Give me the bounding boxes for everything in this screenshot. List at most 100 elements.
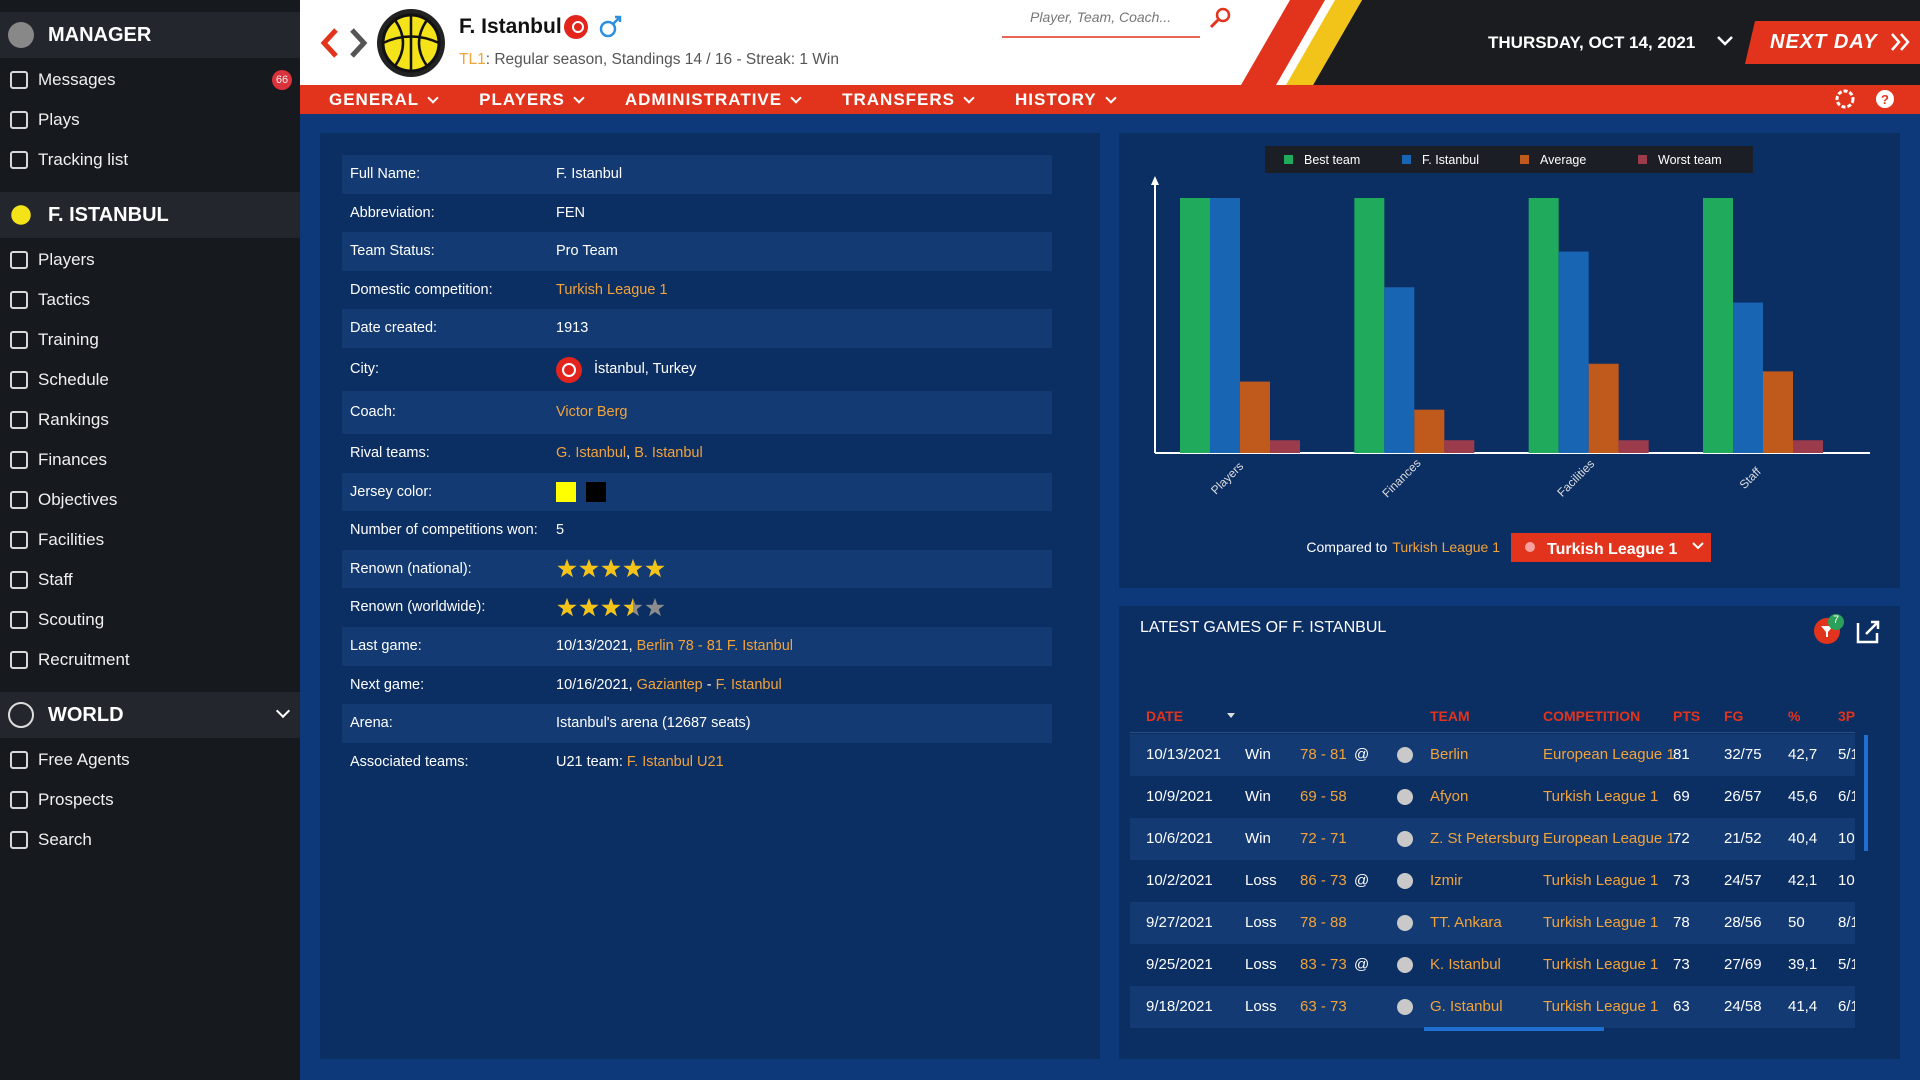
nav-item[interactable]: Staff <box>0 560 300 600</box>
table-row[interactable] <box>1130 902 1855 944</box>
cell-score[interactable]: 83 - 73 <box>1300 956 1347 973</box>
cell-score[interactable]: 86 - 73 <box>1300 872 1347 889</box>
nav-item[interactable]: Tactics <box>0 280 300 320</box>
table-row[interactable] <box>1130 818 1855 860</box>
cell-competition[interactable]: Turkish League 1 <box>1543 872 1659 889</box>
info-label: Renown (worldwide): <box>350 599 486 616</box>
cell-score[interactable]: 63 - 73 <box>1300 998 1347 1015</box>
next-day-bg[interactable] <box>1745 21 1920 64</box>
column-header[interactable]: DATE <box>1146 708 1184 724</box>
filter-badge: 7 <box>1832 614 1840 626</box>
nav-item[interactable]: Finances <box>0 440 300 480</box>
column-header[interactable]: COMPETITION <box>1543 708 1641 724</box>
column-header[interactable]: PTS <box>1673 708 1701 724</box>
star <box>557 559 577 578</box>
cell-score[interactable]: 78 - 81 <box>1300 746 1347 763</box>
cell-score[interactable]: 69 - 58 <box>1300 788 1347 805</box>
filter-badge-bg <box>1828 614 1844 630</box>
nav-label: Facilities <box>38 530 105 549</box>
table-row[interactable] <box>1130 734 1855 776</box>
nav-item[interactable]: Recruitment <box>0 640 300 680</box>
nav-item[interactable]: Messages 66 <box>0 60 300 100</box>
icon <box>10 251 28 269</box>
info-link[interactable]: G. Istanbul <box>556 445 627 461</box>
cell-fg: 26/57 <box>1724 788 1762 805</box>
cell-team[interactable]: Z. St Petersburg <box>1430 830 1540 847</box>
bar <box>1270 440 1300 453</box>
nav-tab[interactable]: PLAYERS <box>479 90 585 110</box>
info-label: Associated teams: <box>350 753 469 770</box>
cell-competition[interactable]: Turkish League 1 <box>1543 914 1659 931</box>
league-code[interactable]: TL1 <box>459 51 486 68</box>
v-scrollbar[interactable] <box>1864 735 1868 851</box>
column-header[interactable]: 3P <box>1838 708 1855 724</box>
nav-item[interactable]: Plays <box>0 100 300 140</box>
cell-date: 10/13/2021 <box>1146 746 1222 763</box>
team-icon <box>1397 873 1413 889</box>
cell-score[interactable]: 72 - 71 <box>1300 830 1347 847</box>
cell-team[interactable]: Berlin <box>1430 746 1469 763</box>
info-value: Istanbul's arena (12687 seats) <box>556 704 751 743</box>
nav-item[interactable]: Schedule <box>0 360 300 400</box>
nav-tab[interactable]: GENERAL <box>329 90 439 110</box>
info-row: Rival teams: G. Istanbul, B. Istanbul <box>342 434 1052 473</box>
next-day[interactable]: NEXT DAY <box>1770 31 1878 53</box>
cell-competition[interactable]: Turkish League 1 <box>1543 788 1659 805</box>
nav-item[interactable]: Objectives <box>0 480 300 520</box>
info-link[interactable]: F. Istanbul <box>715 676 782 693</box>
cell-score[interactable]: 78 - 88 <box>1300 914 1347 931</box>
league-dropdown[interactable] <box>1511 533 1711 562</box>
help-icon[interactable] <box>1876 90 1894 108</box>
cell-team[interactable]: Izmir <box>1430 872 1463 889</box>
cell-pct: 42,1 <box>1788 872 1818 889</box>
external-icon[interactable] <box>1856 620 1880 644</box>
cell-competition[interactable]: Turkish League 1 <box>1543 998 1659 1015</box>
nav-tab[interactable]: ADMINISTRATIVE <box>625 90 802 110</box>
nav-item[interactable]: Scouting <box>0 600 300 640</box>
info-link[interactable]: Turkish League 1 <box>556 281 668 298</box>
cell-team[interactable]: K. Istanbul <box>1430 956 1501 973</box>
section-header[interactable]: WORLD <box>0 692 300 738</box>
column-header[interactable]: TEAM <box>1430 708 1470 724</box>
bar <box>1210 198 1240 453</box>
nav-item[interactable]: Search <box>0 820 300 860</box>
nav-item[interactable]: Rankings <box>0 400 300 440</box>
nav-item[interactable]: Training <box>0 320 300 360</box>
nav-tab[interactable]: TRANSFERS <box>842 90 975 110</box>
search-icon[interactable] <box>1215 7 1231 23</box>
table-row[interactable] <box>1130 986 1855 1028</box>
cell-competition[interactable]: Turkish League 1 <box>1543 956 1659 973</box>
column-header[interactable]: FG <box>1724 708 1744 724</box>
nav-item[interactable]: Prospects <box>0 780 300 820</box>
h-scrollbar[interactable] <box>1424 1027 1604 1031</box>
date-chevron[interactable] <box>1717 36 1733 46</box>
info-link[interactable]: F. Istanbul U21 <box>626 753 724 770</box>
search-input[interactable]: Player, Team, Coach... <box>1030 9 1172 25</box>
info-link[interactable]: Victor Berg <box>556 404 628 420</box>
nav-item[interactable]: Facilities <box>0 520 300 560</box>
info-link[interactable]: Gaziantep <box>636 676 703 693</box>
cell-pts: 73 <box>1673 872 1690 889</box>
info-link[interactable]: B. Istanbul <box>634 445 703 461</box>
cell-competition[interactable]: European League 1 <box>1543 746 1675 763</box>
nav-tab-label: TRANSFERS <box>842 90 956 109</box>
nav-item[interactable]: Free Agents <box>0 740 300 780</box>
info-link[interactable]: Berlin 78 - 81 F. Istanbul <box>636 638 794 654</box>
nav-item[interactable]: Players <box>0 240 300 280</box>
nav-label: Scouting <box>38 610 105 629</box>
nav-tab[interactable]: HISTORY <box>1015 90 1117 110</box>
back-arrow[interactable] <box>320 28 338 58</box>
cell-team[interactable]: G. Istanbul <box>1430 998 1503 1015</box>
column-header[interactable]: % <box>1788 708 1801 724</box>
cell-result: Win <box>1245 746 1271 763</box>
cell-competition[interactable]: European League 1 <box>1543 830 1675 847</box>
settings-icon[interactable] <box>1835 89 1855 109</box>
cell-team[interactable]: TT. Ankara <box>1430 914 1502 931</box>
nav-item[interactable]: Tracking list <box>0 140 300 180</box>
jersey-swatch <box>586 481 606 502</box>
date: THURSDAY, OCT 14, 2021 <box>1488 33 1696 52</box>
cell-team[interactable]: Afyon <box>1430 788 1469 805</box>
info-label: Number of competitions won: <box>350 522 538 539</box>
forward-arrow[interactable] <box>350 28 368 58</box>
team-logo-lines <box>382 15 440 71</box>
